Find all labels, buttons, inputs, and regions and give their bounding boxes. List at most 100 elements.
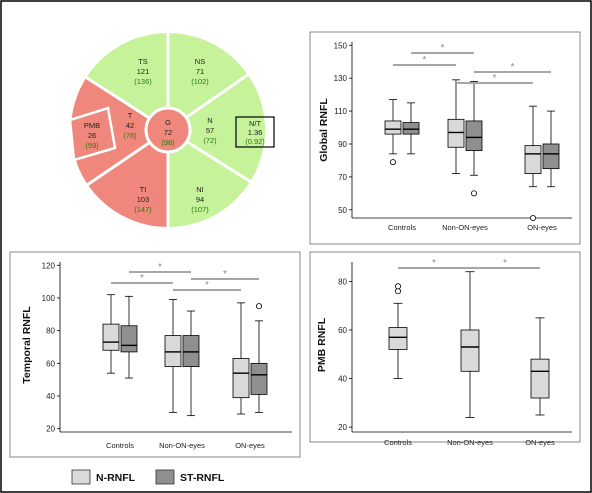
outlier-point xyxy=(389,159,396,166)
legend: N-RNFL ST-RNFL xyxy=(71,469,225,485)
sector-label-ti: TI 103 (147) xyxy=(134,185,152,214)
rnfl-sector-diagram: TS 121 (136) NS 71 (102) T 42 (76) PMB 2… xyxy=(69,31,275,229)
global-box-n-rnfl-0 xyxy=(384,99,402,166)
legend-label-n-rnfl: N-RNFL xyxy=(96,472,136,484)
box-iqr xyxy=(182,335,200,368)
temporal-box-st-rnfl-2 xyxy=(250,303,268,413)
temporal-ytick-label: 80 xyxy=(46,327,55,336)
outlier-point xyxy=(530,214,537,221)
sector-label-ni: NI 94 (107) xyxy=(191,185,209,214)
svg-text:NS: NS xyxy=(195,57,205,66)
sector-label-g: G 72 (98) xyxy=(161,118,175,147)
global-significance-star: * xyxy=(423,55,427,66)
disc-outline xyxy=(69,31,267,229)
temporal-ytick-label: 60 xyxy=(46,359,55,368)
pmb-category-label: Controls xyxy=(384,438,412,447)
global-ytick-label: 50 xyxy=(338,206,347,215)
svg-text:(0.92): (0.92) xyxy=(245,137,265,146)
global-ytick-label: 70 xyxy=(338,173,347,182)
svg-text:TS: TS xyxy=(138,57,148,66)
global-rnfl-panel-border xyxy=(309,31,581,245)
global-rnfl-panel: Global RNFL xyxy=(309,31,581,245)
pmb-rnfl-panel-border xyxy=(309,251,581,443)
box-iqr xyxy=(447,118,465,148)
temporal-box-n-rnfl-1 xyxy=(164,299,182,413)
outlier-point xyxy=(470,190,477,197)
box-iqr xyxy=(465,120,483,151)
temporal-category-label: Controls xyxy=(106,441,134,450)
svg-text:94: 94 xyxy=(196,195,204,204)
global-category-label: Non-ON-eyes xyxy=(442,223,488,232)
global-box-st-rnfl-0 xyxy=(402,102,420,155)
pmb-box-n-rnfl-2 xyxy=(530,317,550,416)
sector-label-pmb: PMB 26 (59) xyxy=(84,121,100,150)
global-box-st-rnfl-1 xyxy=(465,81,483,197)
pmb-category-label: ON-eyes xyxy=(525,438,555,447)
outlier-point xyxy=(394,283,401,290)
svg-text:(72): (72) xyxy=(203,136,217,145)
global-ytick-label: 90 xyxy=(338,140,347,149)
temporal-rnfl-panel: Temporal RNFL xyxy=(9,251,301,458)
pmb-ytick-label: 40 xyxy=(338,375,347,384)
sector-label-n: N 57 (72) xyxy=(203,116,217,145)
temporal-box-st-rnfl-1 xyxy=(182,310,200,417)
svg-text:42: 42 xyxy=(126,121,134,130)
pmb-plot: 20 40 60 80 Controls Non-ON-eyes ON-eyes * * xyxy=(338,258,572,447)
sector-label-ns: NS 71 (102) xyxy=(191,57,209,86)
svg-text:NI: NI xyxy=(196,185,204,194)
box-iqr xyxy=(164,335,182,368)
svg-text:121: 121 xyxy=(137,67,150,76)
sector-g xyxy=(144,106,192,154)
global-ytick-label: 130 xyxy=(334,74,348,83)
pmb-box-n-rnfl-1 xyxy=(460,271,480,418)
temporal-significance-star: * xyxy=(140,273,144,284)
svg-text:57: 57 xyxy=(206,126,214,135)
svg-text:(147): (147) xyxy=(134,205,152,214)
global-box-st-rnfl-2 xyxy=(542,110,560,188)
legend-swatch-n-rnfl xyxy=(71,469,91,485)
svg-text:(76): (76) xyxy=(123,131,137,140)
pmb-significance-star: * xyxy=(503,258,507,269)
temporal-category-label: Non-ON-eyes xyxy=(159,441,205,450)
global-significance-star: * xyxy=(441,43,445,54)
global-category-label: Controls xyxy=(388,223,416,232)
svg-text:T: T xyxy=(128,111,133,120)
box-iqr xyxy=(120,325,138,353)
pmb-rnfl-ylabel: PMB RNFL xyxy=(316,317,328,372)
box-iqr xyxy=(384,120,402,135)
global-rnfl-ylabel: Global RNFL xyxy=(318,98,330,162)
global-significance-star: * xyxy=(511,62,515,73)
temporal-ytick-label: 40 xyxy=(46,392,55,401)
global-significance-star: * xyxy=(493,73,497,84)
svg-text:26: 26 xyxy=(88,131,96,140)
global-box-n-rnfl-1 xyxy=(447,79,465,174)
svg-text:TI: TI xyxy=(140,185,147,194)
svg-text:PMB: PMB xyxy=(84,121,100,130)
global-ytick-label: 150 xyxy=(334,41,348,50)
box-iqr xyxy=(250,362,268,395)
sector-label-nt: N/T 1.36 (0.92) xyxy=(245,119,265,146)
global-category-label: ON-eyes xyxy=(527,223,557,232)
box-iqr xyxy=(460,329,480,372)
svg-text:G: G xyxy=(165,118,171,127)
sector-t xyxy=(70,60,168,205)
svg-text:103: 103 xyxy=(137,195,150,204)
sector-label-ts: TS 121 (136) xyxy=(134,57,152,86)
svg-text:71: 71 xyxy=(196,67,204,76)
temporal-box-st-rnfl-0 xyxy=(120,295,138,379)
svg-text:(107): (107) xyxy=(191,205,209,214)
box-iqr xyxy=(524,145,542,174)
box-iqr xyxy=(402,122,420,135)
temporal-ytick-label: 20 xyxy=(46,425,55,434)
pmb-box-n-rnfl-0 xyxy=(388,283,408,379)
svg-text:N: N xyxy=(207,116,212,125)
temporal-rnfl-panel-border xyxy=(9,251,301,458)
pmb-ytick-label: 20 xyxy=(338,423,347,432)
legend-swatch-st-rnfl xyxy=(155,469,175,485)
outlier-point xyxy=(394,288,401,295)
temporal-significance-star: * xyxy=(205,280,209,291)
svg-text:(136): (136) xyxy=(134,77,152,86)
temporal-category-label: ON-eyes xyxy=(235,441,265,450)
